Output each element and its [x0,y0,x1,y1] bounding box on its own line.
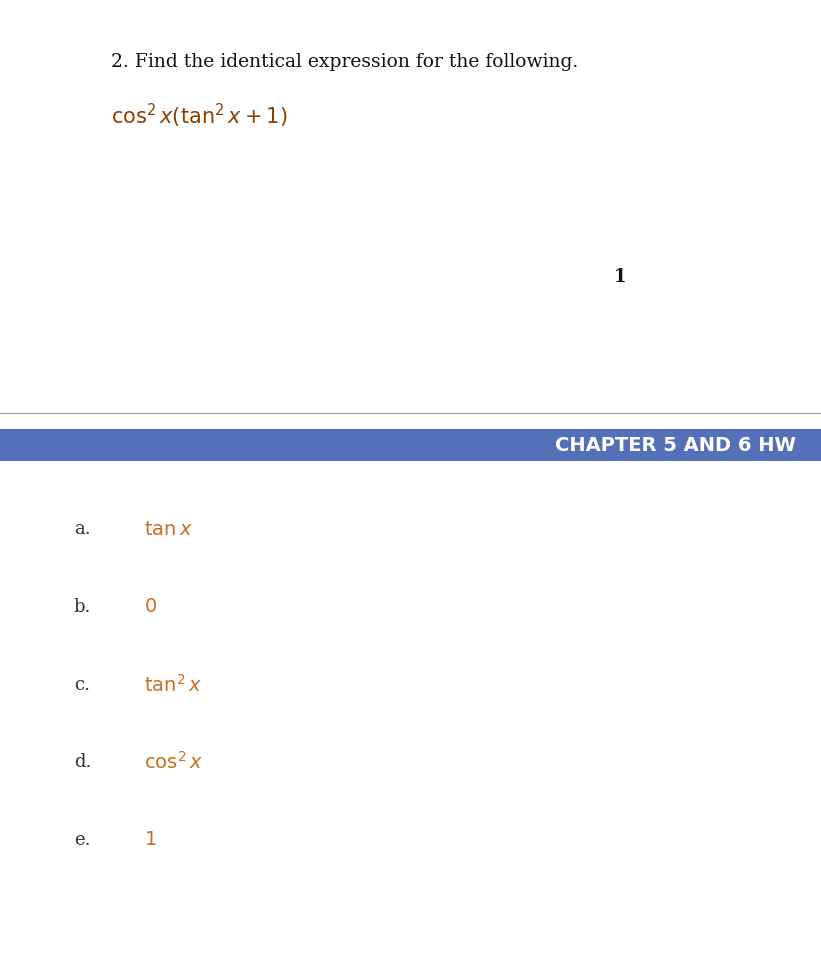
Text: $0$: $0$ [144,597,157,617]
Text: 2. Find the identical expression for the following.: 2. Find the identical expression for the… [111,53,578,72]
Text: $\tan^2 x$: $\tan^2 x$ [144,674,202,695]
Text: 1: 1 [613,268,626,285]
Text: a.: a. [74,520,90,538]
Text: $\cos^2 x$: $\cos^2 x$ [144,752,203,773]
Text: c.: c. [74,676,89,693]
Text: CHAPTER 5 AND 6 HW: CHAPTER 5 AND 6 HW [555,436,796,454]
Text: e.: e. [74,831,90,849]
Text: $\tan x$: $\tan x$ [144,519,192,539]
Text: $\cos^2 x\left(\tan^2 x + 1\right)$: $\cos^2 x\left(\tan^2 x + 1\right)$ [111,102,287,130]
Text: $1$: $1$ [144,830,156,850]
Text: d.: d. [74,753,91,771]
Text: b.: b. [74,598,91,616]
